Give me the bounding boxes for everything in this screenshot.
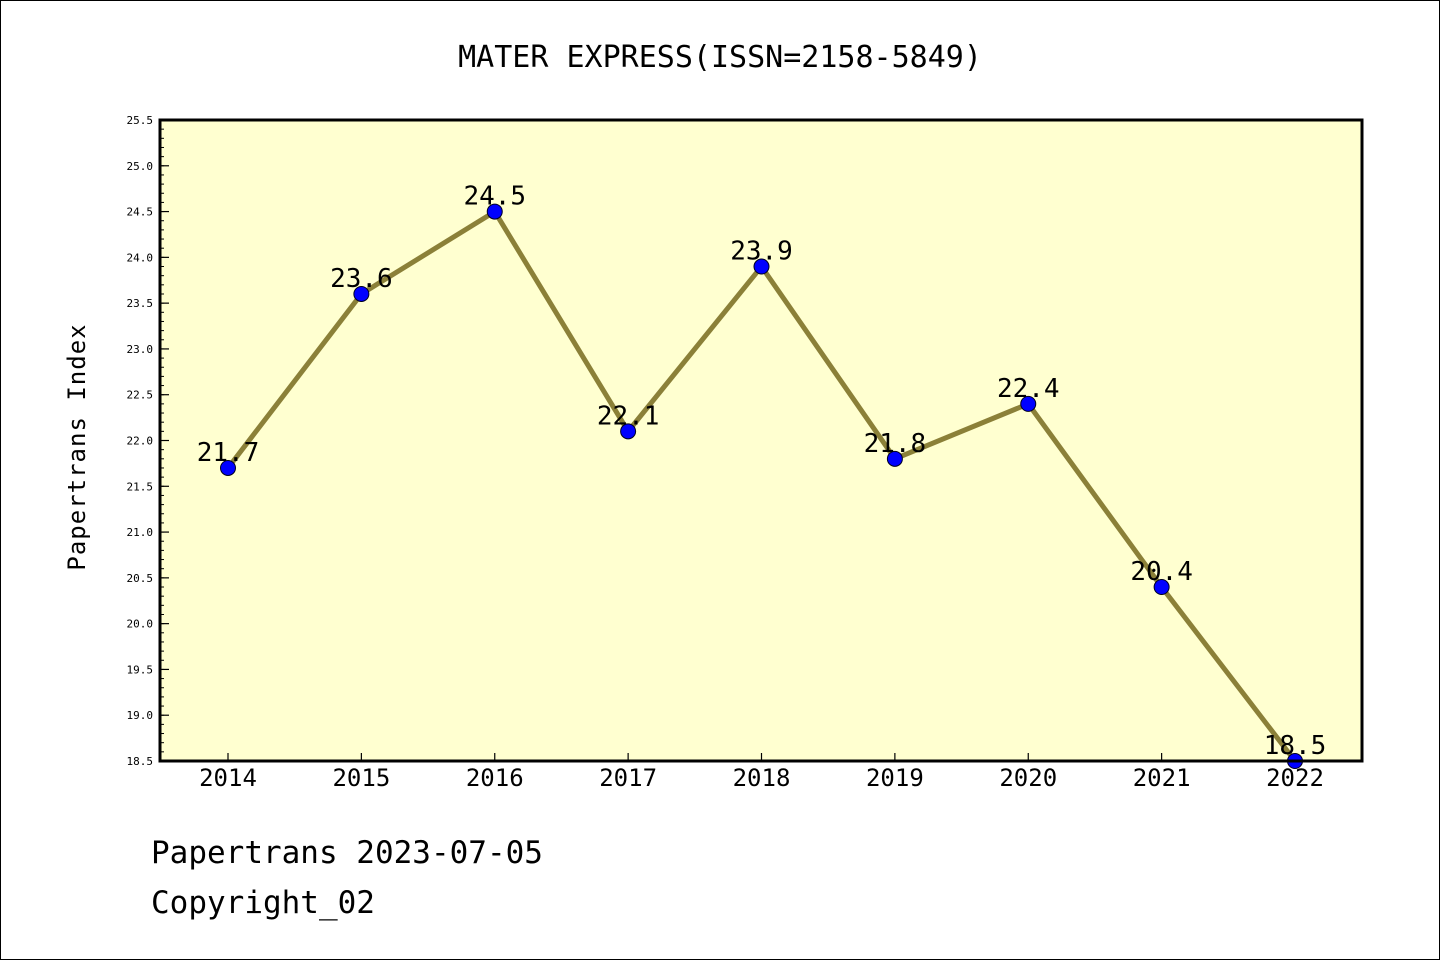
y-tick-label: 20.0 — [127, 618, 154, 631]
data-point — [753, 258, 770, 275]
x-tick-label: 2018 — [733, 764, 791, 792]
y-tick-label: 18.5 — [127, 755, 154, 768]
data-label: 23.6 — [330, 264, 393, 294]
x-tick-label: 2019 — [866, 764, 924, 792]
footer-copyright: Copyright_02 — [151, 885, 375, 921]
data-point — [1153, 579, 1170, 596]
plot-area — [160, 120, 1362, 761]
data-point — [620, 423, 637, 440]
y-tick-label: 22.5 — [127, 389, 154, 402]
footer-date: Papertrans 2023-07-05 — [151, 835, 543, 871]
x-tick-label: 2016 — [466, 764, 524, 792]
x-tick-label: 2014 — [199, 764, 257, 792]
x-tick-label: 2021 — [1133, 764, 1191, 792]
y-tick-label: 21.5 — [127, 480, 154, 493]
y-tick-label: 19.0 — [127, 709, 154, 722]
data-label: 24.5 — [463, 182, 526, 212]
y-tick-label: 22.0 — [127, 435, 154, 448]
y-tick-label: 21.0 — [127, 526, 154, 539]
y-tick-label: 19.5 — [127, 663, 154, 676]
x-tick-label: 2017 — [599, 764, 657, 792]
y-axis-label: Papertrans Index — [63, 323, 91, 570]
data-labels: 21.7 23.6 24.5 22.1 23.9 21.8 22.4 20.4 18.5 — [197, 182, 1327, 761]
y-tick-labels: 18.5 19.0 19.5 20.0 20.5 21.0 21.5 22.0 22.5 23.0… — [127, 114, 154, 768]
x-tick-labels: 2014 2015 2016 2017 2018 2019 2020 2021 2022 — [199, 764, 1324, 792]
data-point — [220, 459, 236, 476]
data-point — [1020, 395, 1037, 412]
y-tick-label: 25.0 — [127, 160, 154, 173]
data-label: 22.4 — [997, 374, 1060, 404]
x-tick-label: 2015 — [332, 764, 390, 792]
data-label: 20.4 — [1130, 557, 1193, 587]
data-label: 21.8 — [864, 429, 927, 459]
y-tick-label: 20.5 — [127, 572, 154, 585]
y-tick-label: 25.5 — [127, 114, 154, 127]
data-label: 18.5 — [1264, 731, 1327, 761]
x-tick-label: 2020 — [999, 764, 1057, 792]
data-label: 22.1 — [597, 401, 660, 431]
y-tick-label: 24.0 — [127, 251, 154, 264]
data-label: 23.9 — [730, 237, 793, 267]
y-tick-label: 24.5 — [127, 206, 154, 219]
plot-frame — [158, 118, 1364, 763]
y-tick-label: 23.5 — [127, 297, 154, 310]
data-point — [353, 285, 370, 302]
chart-title: MATER EXPRESS(ISSN=2158-5849) — [458, 40, 982, 75]
data-label: 21.7 — [197, 438, 260, 468]
y-tick-label: 23.0 — [127, 343, 154, 356]
data-point — [486, 203, 503, 220]
data-point — [886, 450, 903, 467]
